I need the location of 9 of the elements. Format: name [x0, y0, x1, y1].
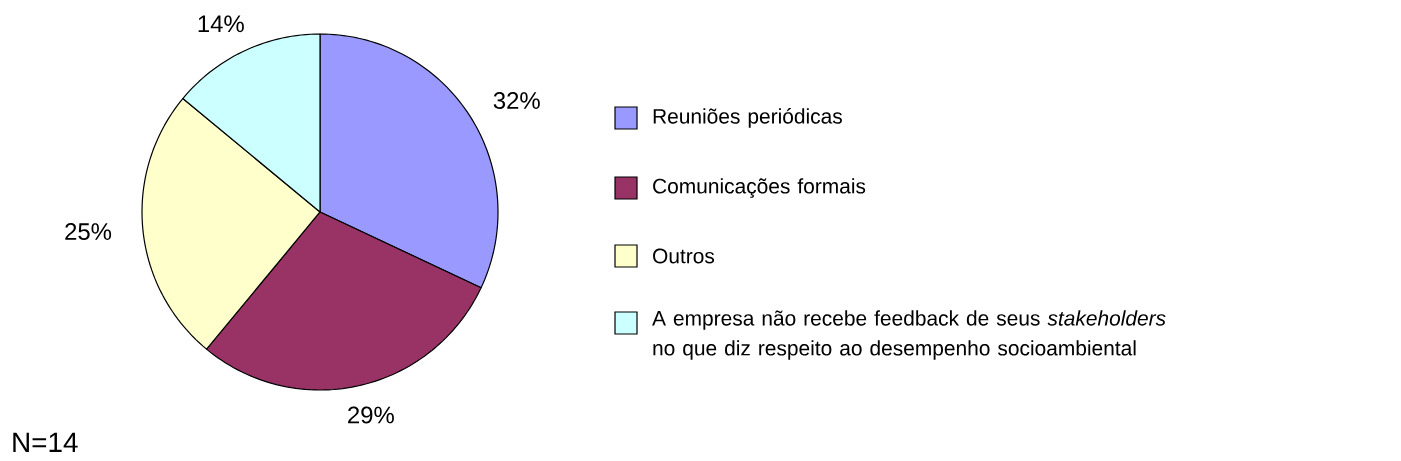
legend-label: Reuniões periódicas: [653, 108, 842, 128]
data-label: 32%: [493, 92, 540, 109]
legend-label: Outros: [653, 248, 715, 264]
data-label: 29%: [348, 406, 394, 424]
legend-label: Comunicações formais: [653, 178, 866, 198]
data-label: 25%: [65, 223, 112, 241]
data-label: 14%: [198, 15, 244, 33]
text: N=14: [13, 432, 78, 452]
legend-label: A empresa não recebe feedback de seus stakeholders no que diz respeito ao desempenho socioambiental: [652, 310, 1166, 360]
